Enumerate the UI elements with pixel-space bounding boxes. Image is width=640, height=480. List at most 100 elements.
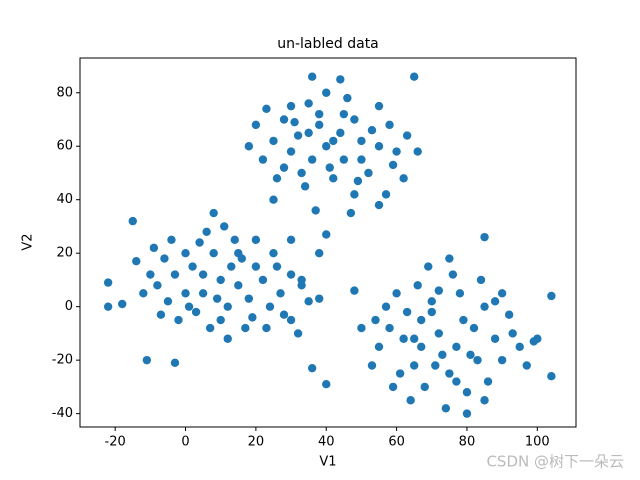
point: [163, 297, 173, 306]
point: [244, 142, 254, 151]
point: [234, 281, 243, 290]
point: [392, 147, 401, 156]
point: [262, 104, 271, 114]
point: [350, 190, 359, 199]
x-tick-label: 100: [525, 435, 550, 450]
point: [420, 382, 429, 392]
point: [160, 254, 169, 263]
point: [184, 302, 194, 311]
point: [357, 155, 366, 164]
point: [441, 404, 451, 413]
point: [322, 88, 331, 97]
point: [307, 363, 317, 373]
point: [297, 275, 306, 285]
x-tick-label: -20: [105, 435, 126, 450]
point: [262, 323, 271, 333]
point: [452, 342, 461, 351]
point: [399, 334, 408, 343]
point: [547, 291, 556, 301]
y-tick-label: -40: [52, 406, 73, 421]
point: [497, 355, 507, 365]
point: [448, 270, 458, 279]
point: [417, 342, 426, 351]
x-axis-label: V1: [319, 455, 336, 470]
point: [350, 286, 359, 295]
point: [167, 235, 176, 245]
point: [381, 302, 391, 311]
point: [300, 182, 310, 191]
point: [279, 163, 289, 172]
point: [142, 355, 152, 365]
point: [103, 278, 113, 287]
point: [357, 136, 366, 146]
point: [515, 342, 524, 351]
point: [174, 315, 183, 325]
point: [402, 131, 412, 140]
point: [364, 168, 373, 178]
point: [269, 136, 278, 146]
x-tick-label: 40: [318, 435, 335, 450]
point: [279, 310, 289, 319]
point: [329, 174, 338, 183]
point: [286, 147, 296, 156]
point: [251, 120, 261, 130]
point: [170, 270, 180, 279]
point: [139, 289, 148, 298]
point: [462, 409, 472, 418]
point: [209, 248, 218, 258]
x-tick-label: 20: [248, 435, 265, 450]
point: [251, 262, 261, 271]
point: [149, 243, 159, 253]
point: [223, 302, 232, 311]
point: [322, 142, 331, 151]
point: [466, 350, 475, 360]
point: [476, 275, 486, 285]
point: [304, 128, 313, 138]
point: [346, 208, 356, 218]
point: [459, 315, 468, 325]
point: [258, 155, 268, 164]
x-tick-label: 60: [388, 435, 405, 450]
point: [374, 142, 384, 151]
point: [293, 131, 303, 140]
y-tick-label: 80: [56, 85, 73, 100]
point: [452, 377, 461, 386]
point: [350, 115, 359, 124]
point: [480, 396, 489, 405]
point: [304, 297, 313, 306]
point: [357, 323, 366, 333]
point: [258, 275, 268, 285]
point: [480, 302, 489, 311]
point: [251, 235, 261, 245]
point: [381, 190, 391, 199]
point: [434, 329, 444, 338]
point: [304, 99, 313, 108]
point: [353, 176, 363, 186]
point: [315, 248, 324, 258]
point: [286, 235, 296, 245]
point: [322, 230, 331, 239]
point: [533, 334, 542, 343]
point: [522, 361, 531, 370]
plot-frame: [79, 57, 577, 428]
point: [286, 270, 296, 279]
point: [286, 315, 296, 325]
point: [188, 262, 197, 271]
point: [241, 323, 250, 333]
point: [265, 302, 275, 311]
point: [191, 307, 201, 317]
point: [153, 281, 162, 290]
point: [409, 334, 419, 343]
point: [209, 208, 218, 218]
point: [413, 147, 422, 156]
point: [385, 120, 394, 130]
point: [216, 315, 225, 325]
point: [269, 248, 278, 258]
point: [483, 377, 493, 386]
point: [286, 101, 296, 111]
point: [272, 262, 282, 271]
point: [290, 117, 299, 127]
point: [497, 289, 507, 298]
point: [374, 200, 384, 210]
